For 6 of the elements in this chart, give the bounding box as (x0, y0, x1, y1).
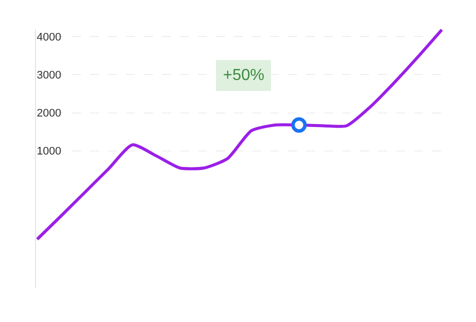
y-tick-label: 2000 (36, 108, 62, 120)
line-series (36, 29, 443, 241)
annotation: +50% (223, 67, 264, 84)
y-tick-label: 4000 (36, 31, 62, 44)
y-tick-label: 1000 (36, 146, 62, 158)
y-tick-label: 3000 (36, 70, 62, 82)
